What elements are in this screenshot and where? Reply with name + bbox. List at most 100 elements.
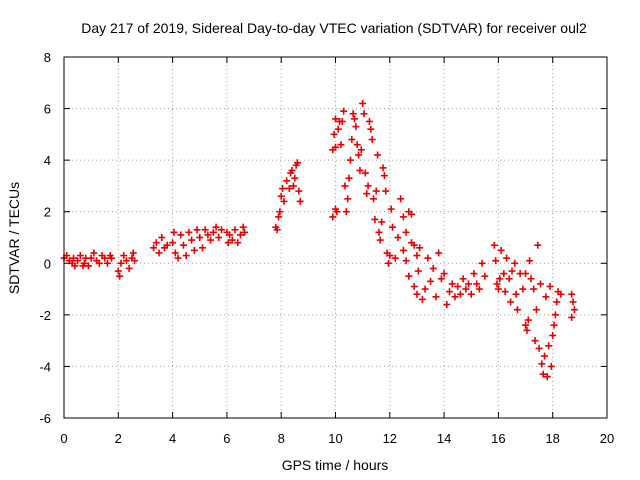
data-point: [492, 257, 500, 265]
data-point: [387, 205, 395, 213]
data-point: [473, 280, 481, 288]
data-point: [209, 228, 217, 236]
data-point: [376, 236, 384, 244]
data-point: [526, 257, 534, 265]
data-point: [435, 249, 443, 257]
data-point: [568, 290, 576, 298]
data-point: [456, 290, 464, 298]
data-point: [332, 115, 339, 123]
data-point: [295, 187, 303, 195]
data-point: [289, 182, 297, 190]
data-point: [334, 125, 342, 133]
data-point: [346, 156, 354, 164]
data-point: [535, 344, 543, 352]
data-point: [103, 259, 111, 267]
data-point: [408, 239, 416, 247]
data-point: [418, 295, 426, 303]
x-tick-label: 8: [278, 431, 285, 446]
axis-ticks: [63, 56, 608, 419]
data-point: [293, 159, 301, 167]
data-point: [399, 213, 407, 221]
data-point: [341, 182, 349, 190]
data-point: [129, 249, 137, 257]
data-point: [234, 239, 242, 247]
data-point: [421, 285, 429, 293]
data-point: [522, 270, 530, 278]
data-point: [71, 262, 79, 270]
data-point: [279, 185, 287, 193]
x-tick-label: 6: [223, 431, 230, 446]
data-point: [505, 275, 513, 283]
x-tick-labels: 0 2 4 6 8 10 12 14 16 18 20: [60, 431, 614, 446]
data-point: [207, 236, 215, 244]
data-point: [371, 215, 379, 223]
data-point: [76, 252, 84, 260]
data-point: [345, 174, 353, 182]
data-point: [539, 370, 547, 378]
data-point: [224, 239, 232, 247]
data-point: [380, 172, 388, 180]
data-point: [408, 210, 416, 218]
data-point: [285, 185, 293, 193]
data-point: [367, 125, 375, 133]
data-point: [288, 166, 296, 174]
data-point: [95, 259, 103, 267]
data-point: [125, 264, 133, 272]
data-point: [329, 213, 337, 221]
data-point: [337, 141, 345, 149]
data-point: [277, 192, 285, 200]
data-point: [493, 280, 501, 288]
x-tick-label: 0: [60, 431, 67, 446]
x-tick-label: 18: [545, 431, 559, 446]
data-point: [217, 226, 225, 234]
data-point: [519, 285, 527, 293]
data-point: [117, 259, 125, 267]
data-point: [570, 306, 578, 314]
data-point: [163, 241, 171, 249]
data-point: [90, 249, 98, 257]
data-point: [291, 174, 299, 182]
data-point: [508, 267, 516, 275]
data-point: [475, 285, 483, 293]
data-point: [405, 272, 413, 280]
data-point: [169, 239, 177, 247]
data-point: [274, 213, 282, 221]
data-point: [378, 218, 386, 226]
data-point: [349, 110, 357, 118]
data-point: [534, 241, 542, 249]
data-point: [84, 262, 92, 270]
data-point: [542, 293, 550, 301]
y-axis-label: SDTVAR / TECUs: [6, 182, 22, 294]
data-point: [338, 117, 346, 125]
data-point: [523, 326, 531, 334]
data-point: [108, 254, 116, 262]
y-tick-labels: -6 -4 -2 0 2 4 6 8: [39, 50, 51, 426]
data-point: [353, 141, 361, 149]
data-point: [333, 208, 341, 216]
y-tick-label: -4: [39, 359, 51, 374]
data-point: [531, 337, 539, 345]
chart-title: Day 217 of 2019, Sidereal Day-to-day VTE…: [81, 20, 587, 36]
data-point: [530, 285, 538, 293]
data-point: [359, 99, 367, 107]
data-point: [568, 313, 576, 321]
data-point: [375, 228, 383, 236]
data-point: [470, 270, 478, 278]
data-point: [454, 282, 462, 290]
data-point: [374, 151, 382, 159]
data-point: [389, 223, 397, 231]
data-point: [513, 306, 521, 314]
data-point: [394, 234, 402, 241]
data-point: [557, 290, 565, 298]
data-point: [481, 272, 489, 280]
data-point: [158, 234, 166, 241]
data-point: [522, 321, 530, 329]
data-point: [410, 282, 418, 290]
data-point: [524, 316, 532, 324]
data-point: [228, 236, 236, 244]
data-point: [212, 223, 220, 231]
data-point: [501, 288, 509, 296]
data-point: [296, 197, 304, 205]
data-point: [342, 208, 350, 216]
